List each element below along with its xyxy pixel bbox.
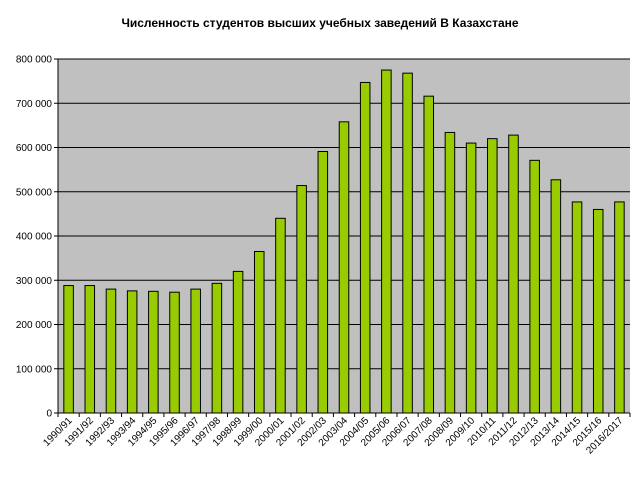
bar: [253, 250, 265, 414]
bar: [465, 142, 477, 414]
bar: [381, 69, 392, 414]
bar: [275, 217, 286, 414]
bar: [614, 201, 625, 414]
bar: [63, 285, 74, 414]
bar: [232, 270, 244, 414]
y-tick-label: 500 000: [16, 187, 53, 198]
bar: [148, 290, 159, 414]
bar: [169, 291, 180, 414]
bar: [338, 121, 350, 414]
bar: [105, 288, 117, 414]
bar: [550, 179, 562, 414]
y-tick-label: 700 000: [16, 99, 53, 110]
bar: [190, 288, 201, 414]
bar: [592, 208, 604, 414]
bar: [84, 285, 96, 414]
y-tick-label: 200 000: [16, 320, 53, 331]
bar: [571, 201, 583, 414]
y-tick-label: 0: [46, 409, 52, 420]
bar: [296, 185, 307, 414]
y-tick-label: 400 000: [16, 232, 53, 243]
bar: [487, 138, 498, 414]
bar: [444, 131, 456, 414]
chart-title: Численность студентов высших учебных зав…: [121, 16, 519, 30]
y-tick-label: 300 000: [16, 276, 53, 287]
bar: [359, 81, 371, 414]
bar: [317, 150, 329, 414]
y-tick-label: 800 000: [16, 55, 53, 66]
bar: [529, 159, 540, 414]
bar: [211, 282, 223, 414]
y-tick-label: 100 000: [16, 364, 53, 375]
bar: [423, 95, 435, 414]
bar: [126, 290, 138, 414]
bar: [402, 72, 413, 414]
bar: [508, 134, 519, 414]
y-tick-label: 600 000: [16, 143, 53, 154]
plot-area: 0 100 000 200 000 300 000 400 000 500 000 600 …: [16, 55, 631, 457]
